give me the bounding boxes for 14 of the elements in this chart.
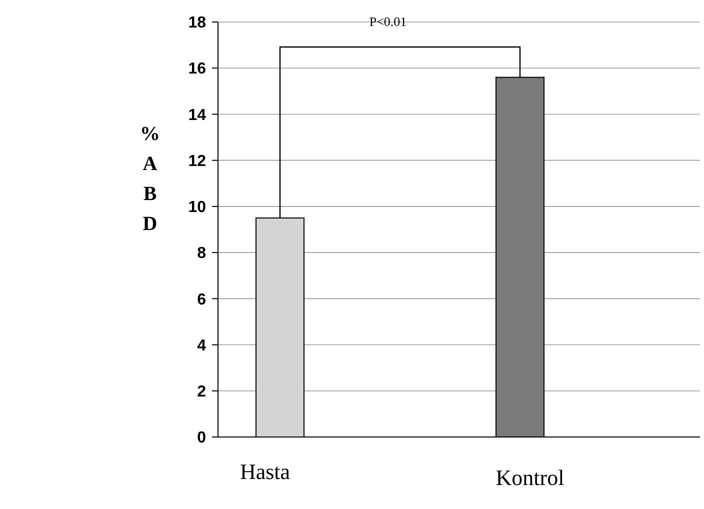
y-tick-label: 16 — [188, 60, 206, 78]
y-axis-title: %ABD — [140, 123, 160, 235]
y-tick-label: 0 — [197, 430, 206, 447]
x-tick-label: Kontrol — [496, 465, 564, 490]
annotation: P<0.01 — [369, 14, 407, 29]
y-tick-label: 6 — [197, 291, 206, 308]
y-tick-label: 8 — [197, 245, 206, 262]
y-tick-label: 2 — [197, 383, 206, 400]
y-tick-label: 18 — [188, 14, 206, 32]
y-tick-label: 12 — [188, 152, 206, 170]
y-tick-label: 14 — [188, 106, 206, 124]
y-tick-label: 4 — [197, 337, 206, 354]
y-tick-label: 10 — [188, 199, 206, 216]
x-tick-label: Hasta — [240, 459, 290, 484]
